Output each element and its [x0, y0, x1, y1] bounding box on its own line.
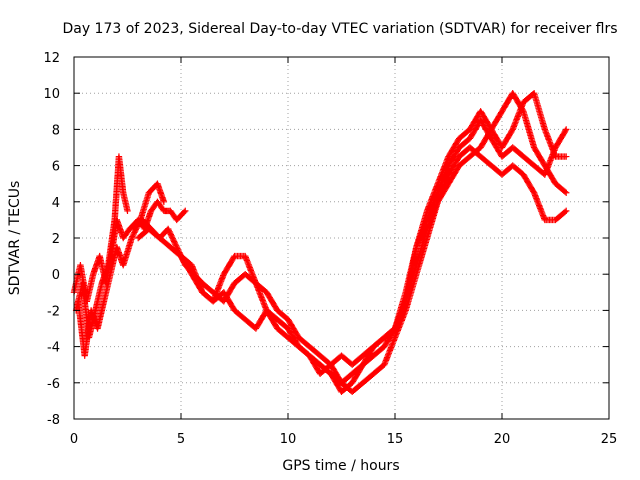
- y-tick-label: 2: [52, 232, 60, 247]
- x-tick-label: 5: [177, 432, 185, 447]
- y-tick-label: 8: [52, 123, 60, 138]
- x-axis-label: GPS time / hours: [282, 458, 399, 474]
- y-tick-label: -8: [47, 413, 60, 428]
- y-axis-label: SDTVAR / TECUs: [7, 181, 23, 296]
- y-tick-label: 4: [52, 196, 60, 211]
- y-tick-label: -2: [47, 304, 60, 319]
- x-tick-label: 0: [70, 432, 78, 447]
- series-trace: [75, 181, 167, 358]
- x-tick-label: 10: [280, 432, 297, 447]
- y-tick-label: -4: [47, 341, 60, 356]
- y-tick-label: 0: [52, 268, 60, 283]
- y-tick-label: -6: [47, 377, 60, 392]
- y-tick-label: 6: [52, 160, 60, 175]
- series-trace-7: [306, 90, 570, 396]
- series-trace: [307, 91, 568, 394]
- x-tick-label: 15: [387, 432, 404, 447]
- chart-title: Day 173 of 2023, Sidereal Day-to-day VTE…: [62, 21, 617, 37]
- y-tick-label: 12: [43, 51, 60, 66]
- x-tick-label: 25: [601, 432, 618, 447]
- x-tick-label: 20: [494, 432, 511, 447]
- axis-ticks: 0 5 10 15 20 25 -8 -6 -4 -2 0 2 4 6 8 10 12: [43, 51, 617, 447]
- grid: [74, 57, 609, 419]
- y-tick-label: 10: [43, 87, 60, 102]
